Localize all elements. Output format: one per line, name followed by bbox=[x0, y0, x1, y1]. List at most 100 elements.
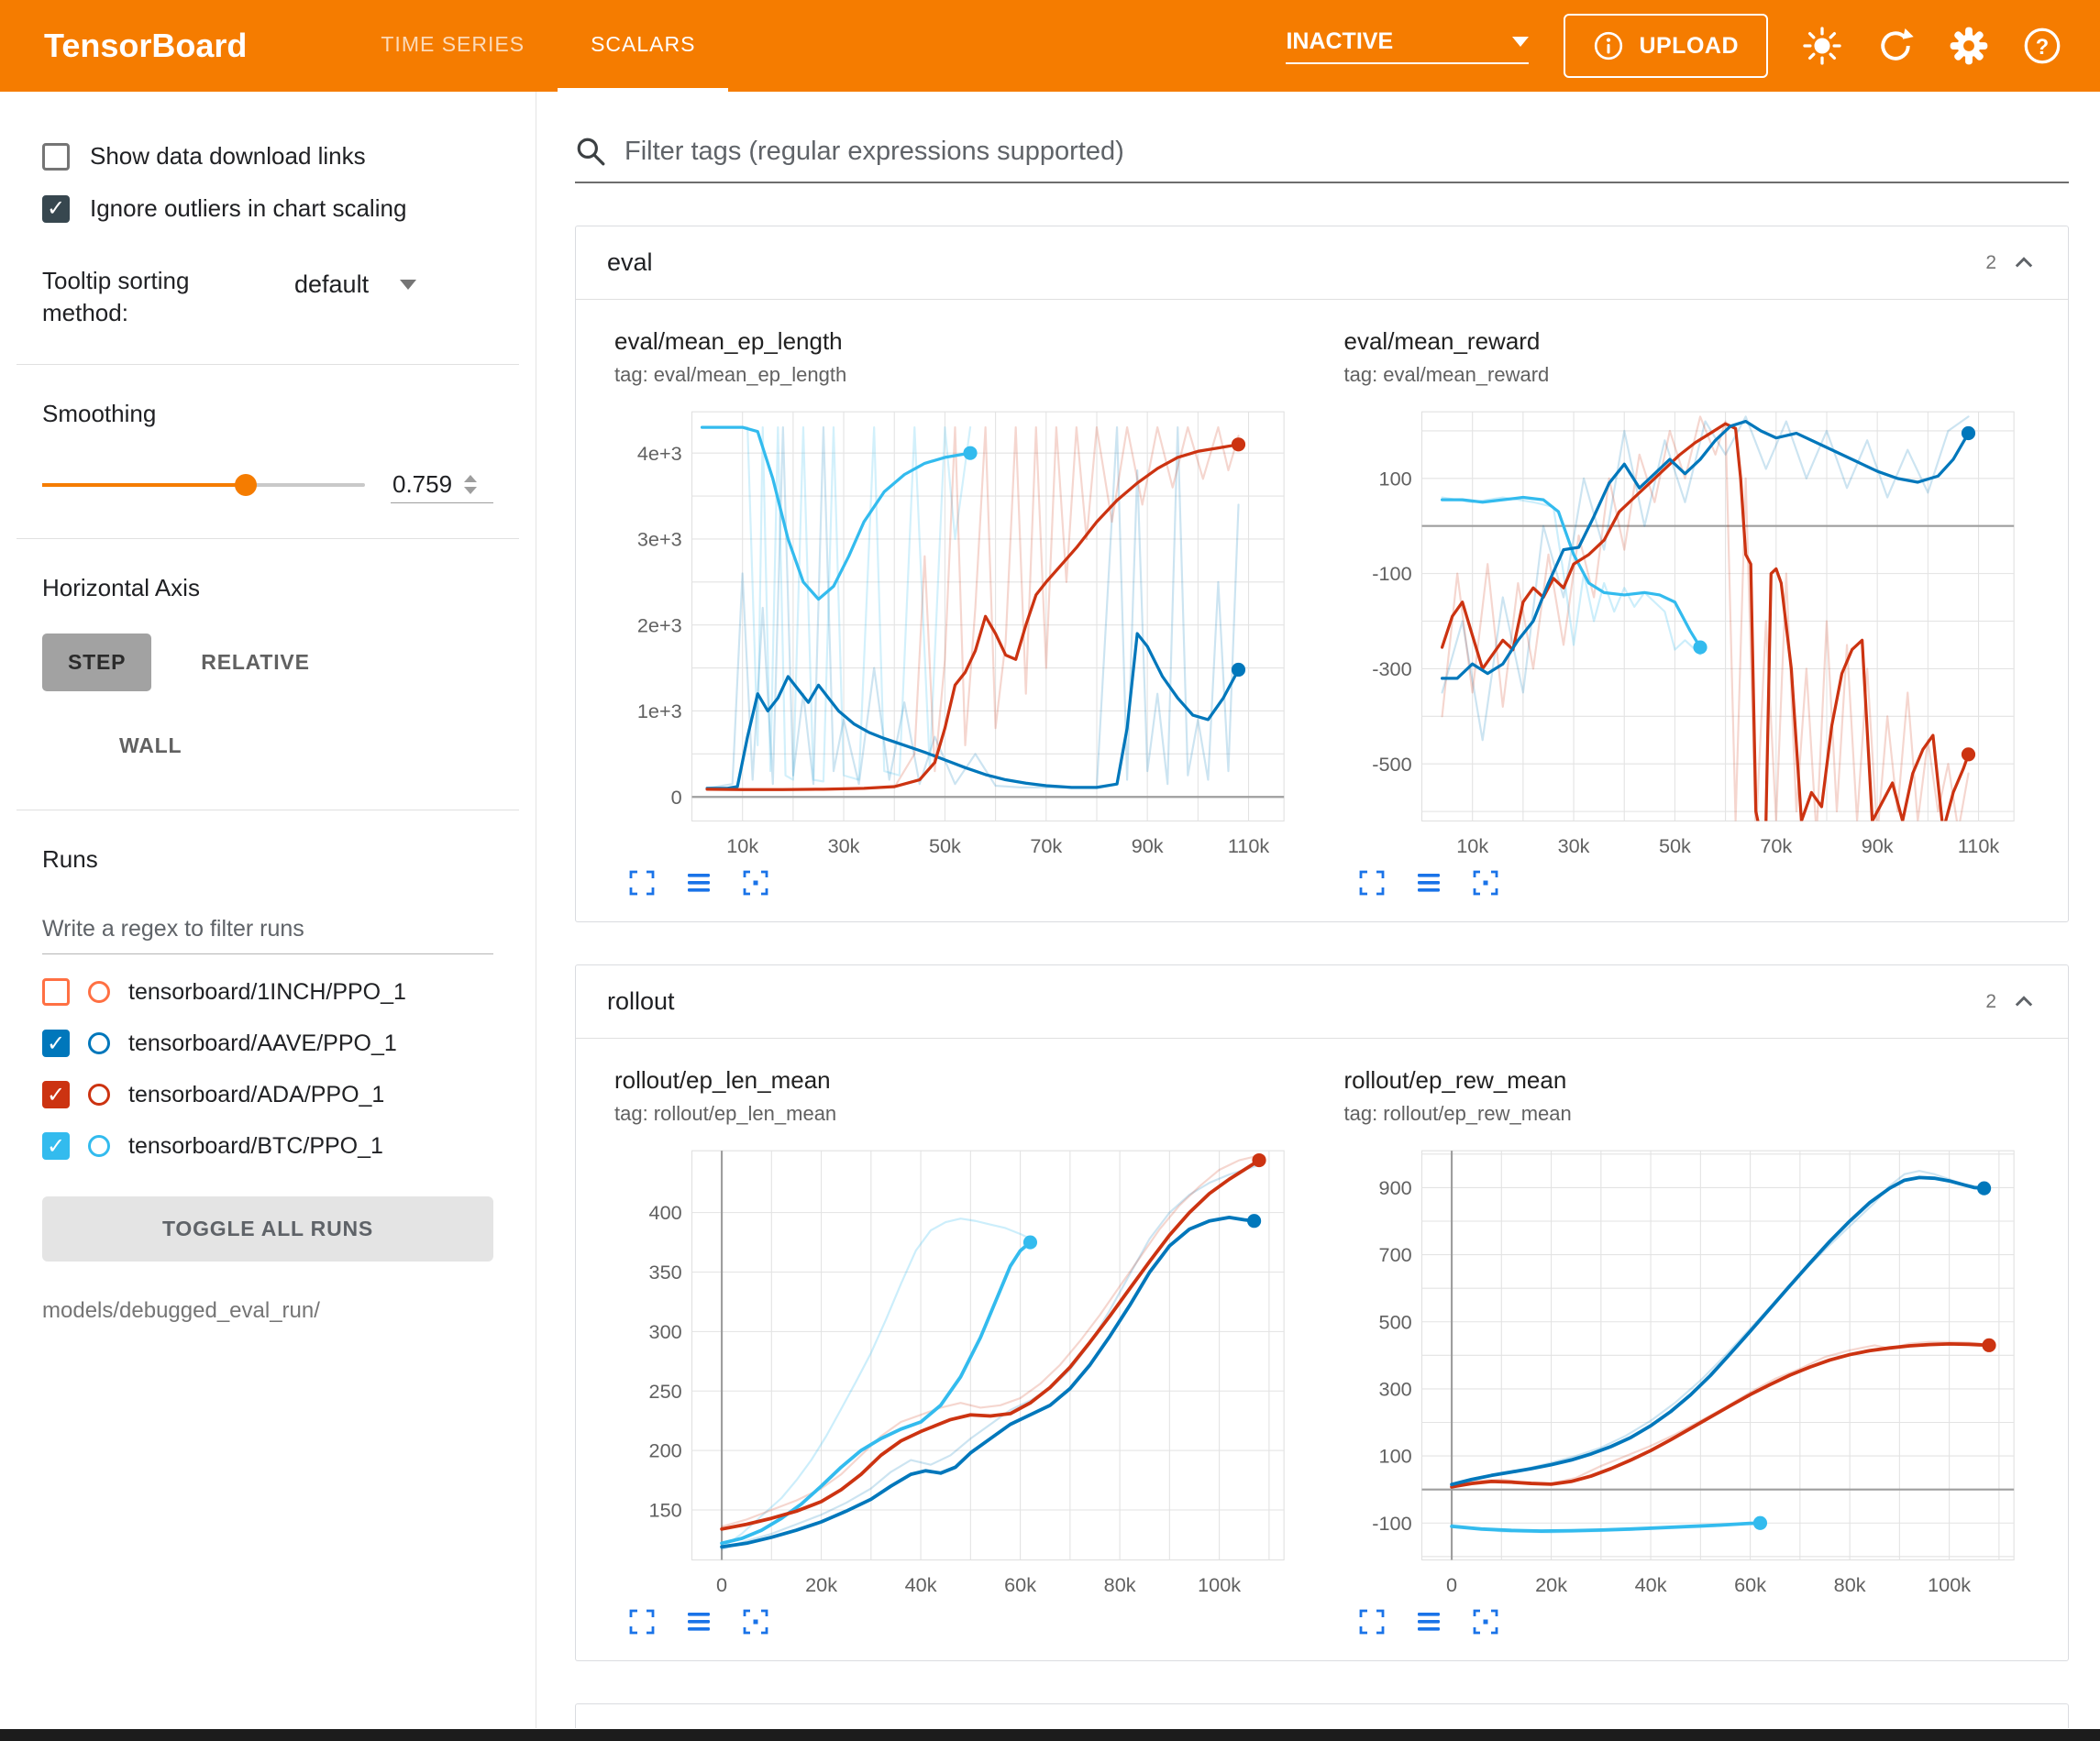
svg-text:500: 500 bbox=[1378, 1310, 1411, 1333]
data-table-icon[interactable] bbox=[1414, 1607, 1443, 1636]
svg-text:4e+3: 4e+3 bbox=[637, 442, 682, 465]
chart-title: eval/mean_ep_length bbox=[614, 327, 843, 355]
run-checkbox[interactable]: ✓ bbox=[42, 978, 70, 1007]
svg-text:0: 0 bbox=[671, 786, 682, 809]
smoothing-input[interactable] bbox=[392, 470, 464, 500]
chevron-down-icon bbox=[1512, 36, 1530, 47]
run-label: tensorboard/AAVE/PPO_1 bbox=[128, 1030, 397, 1056]
svg-text:110k: 110k bbox=[1228, 834, 1270, 857]
line-chart[interactable]: 10k 30k 50k 70k 90k 110k 100 -100 -300 -500 bbox=[1344, 398, 2030, 865]
brightness-icon[interactable] bbox=[1803, 27, 1841, 65]
runs-filter-input[interactable] bbox=[42, 907, 493, 955]
svg-text:90k: 90k bbox=[1132, 834, 1164, 857]
svg-text:60k: 60k bbox=[1734, 1573, 1766, 1596]
chart-subtitle: tag: rollout/ep_rew_mean bbox=[1343, 1102, 1572, 1126]
ignore-outliers-checkbox-row[interactable]: ✓ Ignore outliers in chart scaling bbox=[42, 194, 493, 223]
svg-text:?: ? bbox=[2036, 36, 2049, 60]
svg-text:700: 700 bbox=[1378, 1243, 1411, 1266]
tag-filter-row bbox=[575, 136, 2069, 183]
fit-domain-icon[interactable] bbox=[741, 1607, 770, 1636]
run-label: tensorboard/BTC/PPO_1 bbox=[128, 1132, 383, 1159]
run-checkbox[interactable]: ✓ bbox=[42, 1132, 70, 1161]
horizontal-axis-label: Horizontal Axis bbox=[42, 574, 200, 602]
run-checkbox[interactable]: ✓ bbox=[42, 1030, 70, 1058]
fullscreen-icon[interactable] bbox=[1357, 1607, 1387, 1636]
line-chart[interactable]: 0 20k 40k 60k 80k 100k 150 200 250 300 350 400 bbox=[614, 1137, 1300, 1603]
chart-subtitle: tag: eval/mean_reward bbox=[1343, 363, 1550, 386]
svg-text:40k: 40k bbox=[905, 1573, 937, 1596]
tag-filter-input[interactable] bbox=[624, 136, 2069, 167]
data-table-icon[interactable] bbox=[684, 868, 713, 898]
toggle-all-runs-button[interactable]: TOGGLE ALL RUNS bbox=[42, 1196, 493, 1262]
checkbox-unchecked[interactable]: ✓ bbox=[42, 142, 70, 171]
tooltip-sorting-select[interactable]: default bbox=[294, 270, 417, 299]
slider-thumb[interactable] bbox=[234, 474, 257, 497]
svg-text:3e+3: 3e+3 bbox=[637, 528, 682, 551]
settings-sidebar: ✓ Show data download links ✓ Ignore outl… bbox=[0, 92, 536, 1728]
upload-button[interactable]: UPLOAD bbox=[1564, 14, 1768, 78]
svg-text:150: 150 bbox=[649, 1499, 682, 1522]
axis-relative-button[interactable]: RELATIVE bbox=[175, 634, 335, 691]
settings-gear-icon[interactable] bbox=[1950, 27, 1988, 65]
help-icon[interactable]: ? bbox=[2023, 27, 2061, 65]
app-title: TensorBoard bbox=[44, 27, 248, 64]
line-chart[interactable]: 10k 30k 50k 70k 90k 110k 0 1e+3 2e+3 3e+3 4e+3 bbox=[614, 398, 1300, 865]
smoothing-slider[interactable] bbox=[42, 474, 365, 497]
data-table-icon[interactable] bbox=[1414, 868, 1443, 898]
svg-text:50k: 50k bbox=[1658, 834, 1690, 857]
card-rollout-header[interactable]: rollout 2 bbox=[576, 965, 2068, 1038]
fit-domain-icon[interactable] bbox=[1471, 1607, 1500, 1636]
card-title: eval bbox=[607, 248, 653, 276]
fit-domain-icon[interactable] bbox=[741, 868, 770, 898]
run-checkbox[interactable]: ✓ bbox=[42, 1081, 70, 1109]
svg-text:20k: 20k bbox=[805, 1573, 837, 1596]
refresh-icon[interactable] bbox=[1876, 27, 1915, 65]
svg-text:900: 900 bbox=[1378, 1176, 1411, 1199]
line-chart[interactable]: 0 20k 40k 60k 80k 100k -100 100 300 500 700 900 bbox=[1344, 1137, 2030, 1603]
chart-eval-mean-reward: eval/mean_reward tag: eval/mean_reward 1… bbox=[1322, 327, 2052, 907]
divider bbox=[17, 538, 519, 540]
run-row-aave[interactable]: ✓ tensorboard/AAVE/PPO_1 bbox=[42, 1030, 493, 1058]
chevron-up-icon[interactable] bbox=[2011, 250, 2037, 276]
axis-step-button[interactable]: STEP bbox=[42, 634, 152, 692]
svg-text:70k: 70k bbox=[1030, 834, 1062, 857]
fullscreen-icon[interactable] bbox=[627, 868, 657, 898]
run-row-1inch[interactable]: ✓ tensorboard/1INCH/PPO_1 bbox=[42, 978, 493, 1007]
chevron-down-icon bbox=[400, 280, 417, 290]
svg-text:30k: 30k bbox=[828, 834, 860, 857]
show-download-links-checkbox-row[interactable]: ✓ Show data download links bbox=[42, 142, 493, 171]
status-dropdown[interactable]: INACTIVE bbox=[1286, 28, 1530, 64]
number-stepper[interactable] bbox=[464, 475, 477, 495]
fit-domain-icon[interactable] bbox=[1471, 868, 1500, 898]
data-table-icon[interactable] bbox=[684, 1607, 713, 1636]
run-label: tensorboard/ADA/PPO_1 bbox=[128, 1081, 385, 1107]
info-icon bbox=[1595, 31, 1623, 61]
svg-text:300: 300 bbox=[1378, 1378, 1411, 1401]
fullscreen-icon[interactable] bbox=[627, 1607, 657, 1636]
run-color-ring bbox=[88, 1032, 110, 1055]
tab-scalars[interactable]: SCALARS bbox=[558, 0, 729, 92]
chevron-up-icon[interactable] bbox=[2011, 989, 2037, 1015]
checkbox-checked[interactable]: ✓ bbox=[42, 194, 70, 223]
svg-text:60k: 60k bbox=[1004, 1573, 1036, 1596]
run-row-ada[interactable]: ✓ tensorboard/ADA/PPO_1 bbox=[42, 1081, 493, 1109]
card-title: time bbox=[607, 1726, 654, 1728]
chart-title: rollout/ep_rew_mean bbox=[1343, 1066, 1567, 1095]
card-eval-header[interactable]: eval 2 bbox=[576, 226, 2068, 299]
tab-time-series[interactable]: TIME SERIES bbox=[381, 31, 525, 56]
bottom-scrollbar[interactable] bbox=[0, 1729, 2100, 1741]
run-row-btc[interactable]: ✓ tensorboard/BTC/PPO_1 bbox=[42, 1132, 493, 1161]
svg-text:70k: 70k bbox=[1760, 834, 1792, 857]
runs-label: Runs bbox=[42, 845, 98, 874]
axis-wall-button[interactable]: WALL bbox=[94, 717, 493, 775]
svg-text:0: 0 bbox=[1446, 1573, 1457, 1596]
fullscreen-icon[interactable] bbox=[1357, 868, 1387, 898]
stepper-down-icon[interactable] bbox=[464, 487, 477, 495]
svg-text:0: 0 bbox=[716, 1573, 727, 1596]
chart-title: rollout/ep_len_mean bbox=[614, 1066, 831, 1095]
chart-subtitle: tag: eval/mean_ep_length bbox=[614, 363, 847, 386]
svg-text:-500: -500 bbox=[1372, 753, 1411, 776]
card-time-header[interactable]: time bbox=[576, 1704, 2068, 1728]
stepper-up-icon[interactable] bbox=[464, 475, 477, 483]
svg-text:10k: 10k bbox=[726, 834, 758, 857]
